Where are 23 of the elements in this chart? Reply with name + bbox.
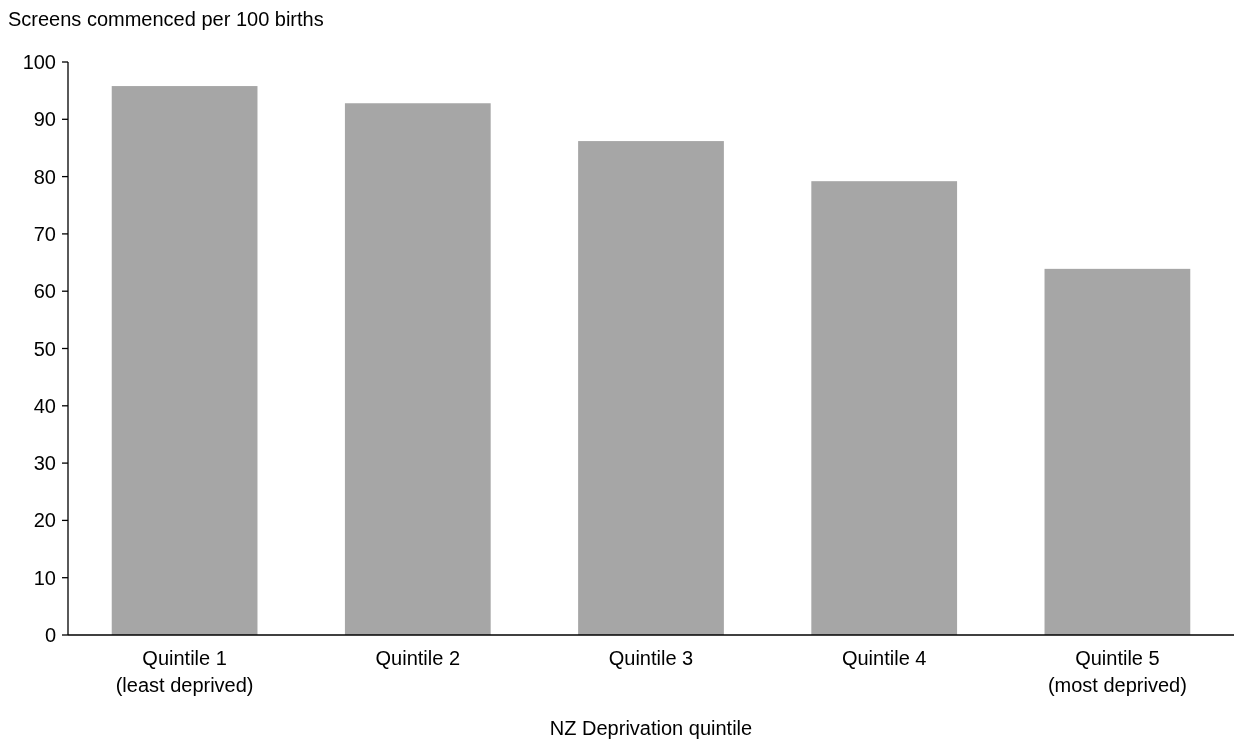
x-tick-label: Quintile 2 [375, 647, 461, 669]
y-axis-title: Screens commenced per 100 births [8, 8, 324, 30]
y-tick-label: 0 [44, 624, 56, 646]
y-tick-label: 70 [33, 222, 56, 245]
y-tick-label: 90 [33, 108, 56, 131]
y-tick-label: 20 [33, 509, 56, 532]
y-tick-label: 30 [33, 452, 56, 475]
bar [344, 103, 491, 635]
bar [1044, 268, 1191, 635]
y-tick-label: 60 [33, 280, 56, 303]
bar [578, 141, 724, 635]
y-tick-label: 40 [33, 394, 56, 417]
x-tick-label: Quintile 4 [841, 647, 927, 669]
y-tick-label: 100 [22, 51, 56, 73]
x-tick-label: Quintile 1 (least deprived) [115, 647, 254, 696]
bar [811, 181, 958, 635]
x-tick-label: Quintile 3 [608, 647, 694, 669]
y-tick-label: 10 [33, 566, 56, 589]
y-tick-label: 50 [33, 337, 56, 360]
x-tick-label: Quintile 5 (most deprived) [1047, 647, 1187, 696]
x-axis-title: NZ Deprivation quintile [549, 717, 753, 739]
bar [111, 86, 258, 635]
y-tick-label: 80 [33, 165, 56, 188]
